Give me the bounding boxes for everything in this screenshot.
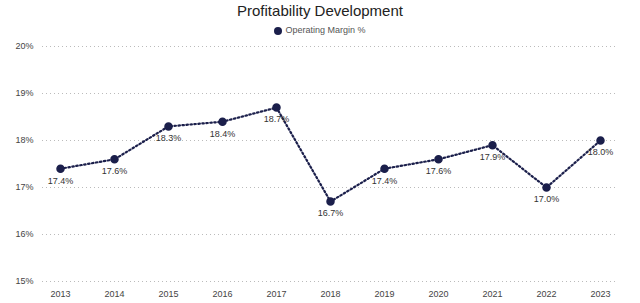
- svg-text:20%: 20%: [15, 41, 33, 51]
- svg-text:2016: 2016: [212, 289, 232, 299]
- svg-text:17.4%: 17.4%: [48, 176, 74, 186]
- html-text:Operating Margin %: Operating Margin %: [285, 25, 366, 35]
- svg-text:17.9%: 17.9%: [480, 152, 506, 162]
- svg-text:16.7%: 16.7%: [318, 208, 344, 218]
- svg-text:17.0%: 17.0%: [534, 194, 560, 204]
- svg-text:2015: 2015: [158, 289, 178, 299]
- svg-text:17.4%: 17.4%: [372, 176, 398, 186]
- svg-text:17%: 17%: [15, 182, 33, 192]
- svg-text:2017: 2017: [266, 289, 286, 299]
- svg-text:2019: 2019: [374, 289, 394, 299]
- svg-text:2013: 2013: [50, 289, 70, 299]
- svg-text:2023: 2023: [590, 289, 610, 299]
- svg-text:15%: 15%: [15, 276, 33, 286]
- svg-text:18.4%: 18.4%: [210, 129, 236, 139]
- svg-text:19%: 19%: [15, 88, 33, 98]
- svg-text:18.0%: 18.0%: [588, 147, 614, 157]
- svg-text:17.6%: 17.6%: [102, 166, 128, 176]
- svg-text:18%: 18%: [15, 135, 33, 145]
- svg-text:18.3%: 18.3%: [156, 133, 182, 143]
- svg-text:2014: 2014: [104, 289, 124, 299]
- svg-text:2018: 2018: [320, 289, 340, 299]
- svg-text:2022: 2022: [536, 289, 556, 299]
- svg-text:17.6%: 17.6%: [426, 166, 452, 176]
- svg-text:2020: 2020: [428, 289, 448, 299]
- svg-text:2021: 2021: [482, 289, 502, 299]
- svg-text:16%: 16%: [15, 229, 33, 239]
- svg-text:18.7%: 18.7%: [264, 114, 290, 124]
- html-text:Profitability Development: Profitability Development: [237, 2, 403, 19]
